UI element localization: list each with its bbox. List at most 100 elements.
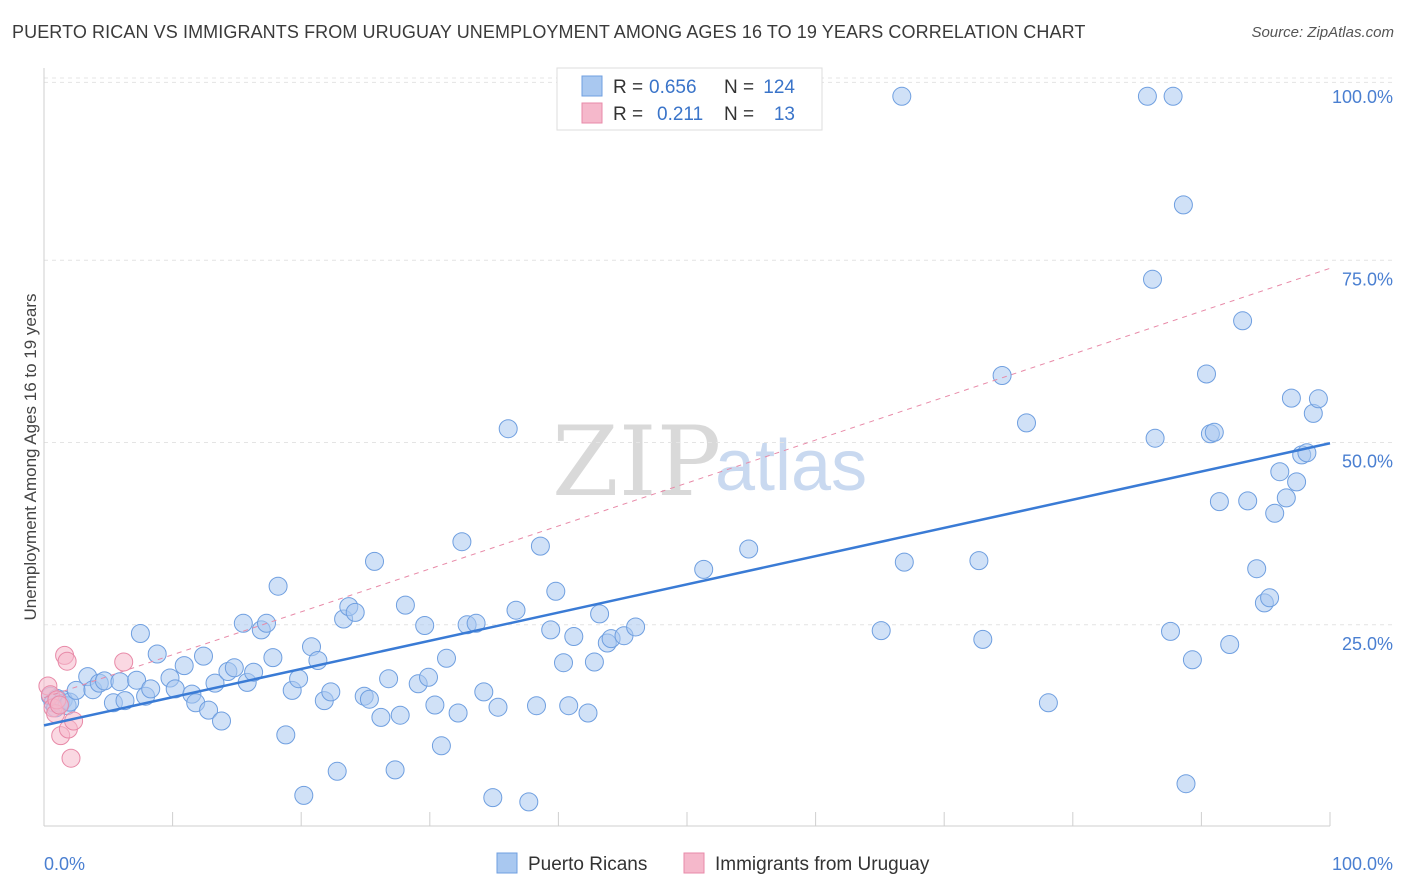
- point-puerto-ricans-31: [224, 658, 244, 678]
- point-puerto-ricans-104: [1173, 195, 1193, 215]
- point-puerto-ricans-38: [268, 576, 288, 596]
- point-puerto-ricans-118: [1270, 462, 1290, 482]
- point-puerto-ricans-83: [584, 652, 604, 672]
- point-puerto-ricans-56: [385, 760, 405, 780]
- point-puerto-ricans-55: [379, 669, 399, 689]
- point-puerto-ricans-98: [1038, 693, 1058, 713]
- point-puerto-ricans-66: [452, 532, 472, 552]
- point-puerto-ricans-101: [1143, 269, 1162, 289]
- point-puerto-ricans-84: [590, 604, 610, 624]
- point-puerto-ricans-29: [212, 711, 231, 731]
- point-puerto-ricans-93: [894, 552, 914, 572]
- point-puerto-ricans-52: [359, 689, 379, 709]
- point-puerto-ricans-114: [1247, 559, 1267, 579]
- point-puerto-ricans-63: [431, 736, 451, 756]
- point-puerto-ricans-76: [530, 536, 550, 556]
- point-puerto-ricans-50: [345, 602, 365, 622]
- gridlines: [44, 77, 1393, 626]
- series-legend: Puerto Ricans Immigrants from Uruguay: [496, 852, 930, 875]
- point-puerto-ricans-47: [327, 761, 347, 781]
- point-puerto-ricans-75: [527, 696, 546, 716]
- point-puerto-ricans-14: [110, 672, 130, 692]
- point-puerto-ricans-53: [365, 551, 384, 571]
- point-puerto-ricans-103: [1161, 621, 1180, 641]
- point-puerto-ricans-97: [1017, 413, 1036, 433]
- series-immigrants-from-uruguay: [38, 645, 134, 768]
- stats-r-label-1: R =: [613, 77, 643, 98]
- y-tick-label-75: 75.0%: [1342, 269, 1393, 289]
- point-puerto-ricans-34: [244, 662, 264, 682]
- point-puerto-ricans-39: [276, 725, 296, 745]
- point-puerto-ricans-96: [992, 366, 1012, 385]
- legend-label-puerto-ricans: Puerto Ricans: [528, 854, 647, 875]
- point-puerto-ricans-71: [488, 697, 508, 717]
- point-puerto-ricans-58: [395, 595, 415, 615]
- legend-swatch-uruguay: [683, 852, 705, 874]
- point-puerto-ricans-16: [127, 670, 147, 690]
- point-puerto-ricans-57: [390, 705, 410, 725]
- watermark-atlas: atlas: [715, 426, 867, 506]
- point-puerto-ricans-37: [263, 648, 283, 668]
- stats-n-label-1: N =: [724, 77, 754, 98]
- point-uruguay-10: [61, 748, 81, 768]
- point-puerto-ricans-116: [1260, 588, 1280, 608]
- point-puerto-ricans-77: [541, 620, 561, 640]
- point-uruguay-8: [57, 651, 77, 671]
- point-puerto-ricans-79: [554, 653, 573, 673]
- point-puerto-ricans-62: [425, 695, 445, 715]
- point-puerto-ricans-107: [1197, 364, 1216, 384]
- point-puerto-ricans-65: [448, 703, 468, 723]
- watermark: ZIP atlas: [552, 406, 867, 518]
- stats-r-label-2: R =: [613, 104, 643, 125]
- y-tick-label-50: 50.0%: [1342, 452, 1393, 472]
- stats-legend: R = 0.656 N = 124 R = 0.211 N = 13: [556, 67, 823, 131]
- point-puerto-ricans-117: [1265, 503, 1285, 523]
- point-puerto-ricans-61: [419, 667, 438, 687]
- stats-swatch-uruguay: [581, 102, 603, 124]
- point-puerto-ricans-91: [871, 621, 891, 641]
- point-puerto-ricans-113: [1238, 491, 1258, 511]
- point-puerto-ricans-42: [294, 785, 314, 805]
- point-puerto-ricans-90: [739, 539, 759, 559]
- point-puerto-ricans-120: [1281, 388, 1301, 408]
- point-puerto-ricans-110: [1209, 492, 1229, 512]
- point-puerto-ricans-23: [174, 656, 194, 676]
- point-puerto-ricans-68: [466, 613, 486, 633]
- point-puerto-ricans-100: [1163, 86, 1183, 106]
- stats-swatch-puerto-ricans: [581, 75, 603, 97]
- point-puerto-ricans-46: [321, 682, 341, 702]
- point-puerto-ricans-19: [141, 679, 161, 699]
- point-puerto-ricans-74: [519, 792, 539, 812]
- x-tick-label-max: 100.0%: [1332, 854, 1393, 874]
- point-puerto-ricans-54: [371, 707, 391, 727]
- stats-r-value-1: 0.656: [649, 77, 697, 98]
- point-puerto-ricans-92: [892, 86, 912, 106]
- point-puerto-ricans-121: [1287, 472, 1307, 492]
- stats-n-value-2: 13: [774, 104, 795, 125]
- stats-n-label-2: N =: [724, 104, 754, 125]
- stats-n-value-1: 124: [763, 77, 795, 98]
- point-puerto-ricans-81: [564, 627, 584, 646]
- stats-r-value-2: 0.211: [657, 104, 703, 125]
- point-puerto-ricans-111: [1220, 635, 1240, 654]
- point-puerto-ricans-112: [1233, 311, 1253, 331]
- point-puerto-ricans-72: [498, 419, 518, 439]
- legend-label-uruguay: Immigrants from Uruguay: [715, 854, 930, 875]
- source-credit: Source: ZipAtlas.com: [1251, 24, 1394, 41]
- point-puerto-ricans-94: [969, 551, 989, 571]
- point-puerto-ricans-95: [973, 629, 993, 649]
- point-puerto-ricans-41: [289, 669, 309, 689]
- point-puerto-ricans-105: [1176, 774, 1196, 794]
- point-puerto-ricans-70: [483, 788, 503, 808]
- chart-title: PUERTO RICAN VS IMMIGRANTS FROM URUGUAY …: [12, 22, 1086, 42]
- point-puerto-ricans-32: [233, 613, 253, 633]
- point-puerto-ricans-69: [474, 682, 494, 702]
- point-puerto-ricans-89: [694, 559, 714, 579]
- point-puerto-ricans-26: [194, 646, 213, 666]
- trend-line-puerto-ricans: [43, 442, 1331, 727]
- point-puerto-ricans-82: [578, 703, 598, 723]
- x-axis-ticks: [172, 812, 1331, 826]
- trend-lines: [43, 267, 1331, 727]
- watermark-zip: ZIP: [552, 406, 721, 518]
